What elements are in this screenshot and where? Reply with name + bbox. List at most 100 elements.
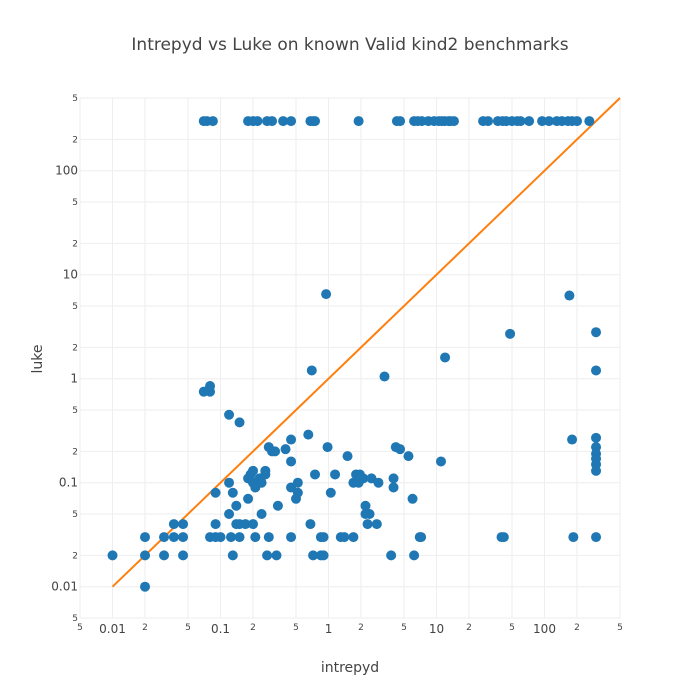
data-point	[205, 381, 216, 392]
y-tick-label: 2	[72, 239, 78, 249]
y-tick-label: 2	[72, 447, 78, 457]
x-tick-label: 100	[533, 622, 556, 636]
data-point	[168, 532, 179, 543]
reference-line	[111, 97, 621, 588]
data-point	[224, 409, 235, 420]
data-point	[373, 477, 384, 488]
data-point	[178, 519, 189, 530]
data-point	[435, 456, 446, 467]
y-tick-label: 2	[72, 343, 78, 353]
data-point	[210, 519, 221, 530]
x-tick-label: 5	[617, 623, 623, 633]
x-tick-label: 2	[250, 623, 256, 633]
data-point	[215, 532, 226, 543]
y-tick-label: 5	[72, 94, 78, 104]
data-point	[505, 328, 516, 339]
data-point	[321, 289, 332, 300]
data-point	[272, 500, 283, 511]
y-tick-label: 0.1	[59, 476, 78, 490]
data-point	[159, 550, 170, 561]
data-point	[256, 509, 267, 519]
x-tick-label: 5	[293, 623, 299, 633]
data-point	[234, 417, 245, 428]
data-point	[364, 509, 375, 519]
data-point	[140, 532, 151, 543]
data-point	[260, 465, 271, 476]
x-tick-label: 2	[142, 623, 148, 633]
y-tick-label: 1	[70, 372, 78, 386]
y-tick-label: 0.01	[51, 580, 78, 594]
data-point	[159, 532, 170, 543]
x-tick-label: 1	[325, 622, 333, 636]
data-point	[358, 473, 369, 484]
data-point	[483, 116, 494, 127]
data-point	[225, 532, 236, 543]
data-point	[250, 532, 261, 543]
data-point	[263, 532, 274, 543]
data-point	[567, 434, 578, 445]
data-point	[224, 509, 235, 519]
y-tick-label: 5	[72, 510, 78, 520]
data-point	[240, 519, 251, 530]
y-tick-label: 5	[72, 302, 78, 312]
data-point	[591, 365, 602, 376]
y-tick-label: 5	[72, 614, 78, 624]
data-point	[231, 500, 242, 511]
data-point	[342, 451, 353, 462]
data-point	[524, 116, 535, 127]
chart-title: Intrepyd vs Luke on known Valid kind2 be…	[131, 35, 568, 55]
data-point	[267, 116, 278, 127]
y-tick-label: 5	[72, 406, 78, 416]
data-point	[448, 116, 459, 127]
x-axis-title: intrepyd	[321, 660, 379, 676]
x-tick-label: 0.1	[211, 622, 230, 636]
y-tick-label: 100	[55, 164, 78, 178]
data-point	[243, 493, 254, 504]
x-tick-label: 2	[466, 623, 472, 633]
data-point	[308, 550, 319, 561]
data-point	[310, 116, 321, 127]
y-tick-label: 10	[63, 268, 78, 282]
data-point	[227, 550, 238, 561]
data-point	[362, 519, 373, 530]
data-point	[409, 550, 420, 561]
data-point	[325, 487, 336, 498]
x-tick-label: 0.01	[99, 622, 126, 636]
data-point	[310, 469, 321, 480]
data-point	[303, 429, 314, 440]
data-point	[318, 550, 329, 561]
data-point	[339, 532, 350, 543]
data-point	[395, 116, 406, 127]
data-point	[280, 444, 291, 455]
y-axis-title: luke	[30, 345, 46, 374]
x-tick-label: 5	[401, 623, 407, 633]
data-point	[379, 371, 390, 382]
y-tick-label: 2	[72, 135, 78, 145]
data-point	[371, 519, 382, 530]
tick-labels: 5 0.01 2 5 0.1 2 5 1 2 5 10 2 5 100 2 5 5 0.01 2 5 0.1 2 5 1 2 5 1…	[51, 94, 623, 636]
data-point	[416, 532, 427, 543]
x-tick-label: 5	[185, 623, 191, 633]
data-point	[271, 550, 282, 561]
data-point	[440, 352, 451, 363]
reference-line-layer	[111, 97, 621, 588]
data-point	[306, 365, 317, 376]
data-point	[286, 116, 297, 127]
data-point	[234, 532, 245, 543]
data-point	[388, 482, 399, 493]
data-point	[568, 532, 579, 543]
data-point	[572, 116, 583, 127]
y-tick-label: 5	[72, 198, 78, 208]
grid-lines	[79, 97, 621, 619]
x-tick-label: 2	[358, 623, 364, 633]
data-point	[591, 532, 602, 543]
data-point	[178, 532, 189, 543]
x-tick-label: 5	[509, 623, 515, 633]
data-point	[498, 532, 509, 543]
data-point	[543, 116, 554, 127]
data-point	[207, 116, 218, 127]
data-point	[168, 519, 179, 530]
